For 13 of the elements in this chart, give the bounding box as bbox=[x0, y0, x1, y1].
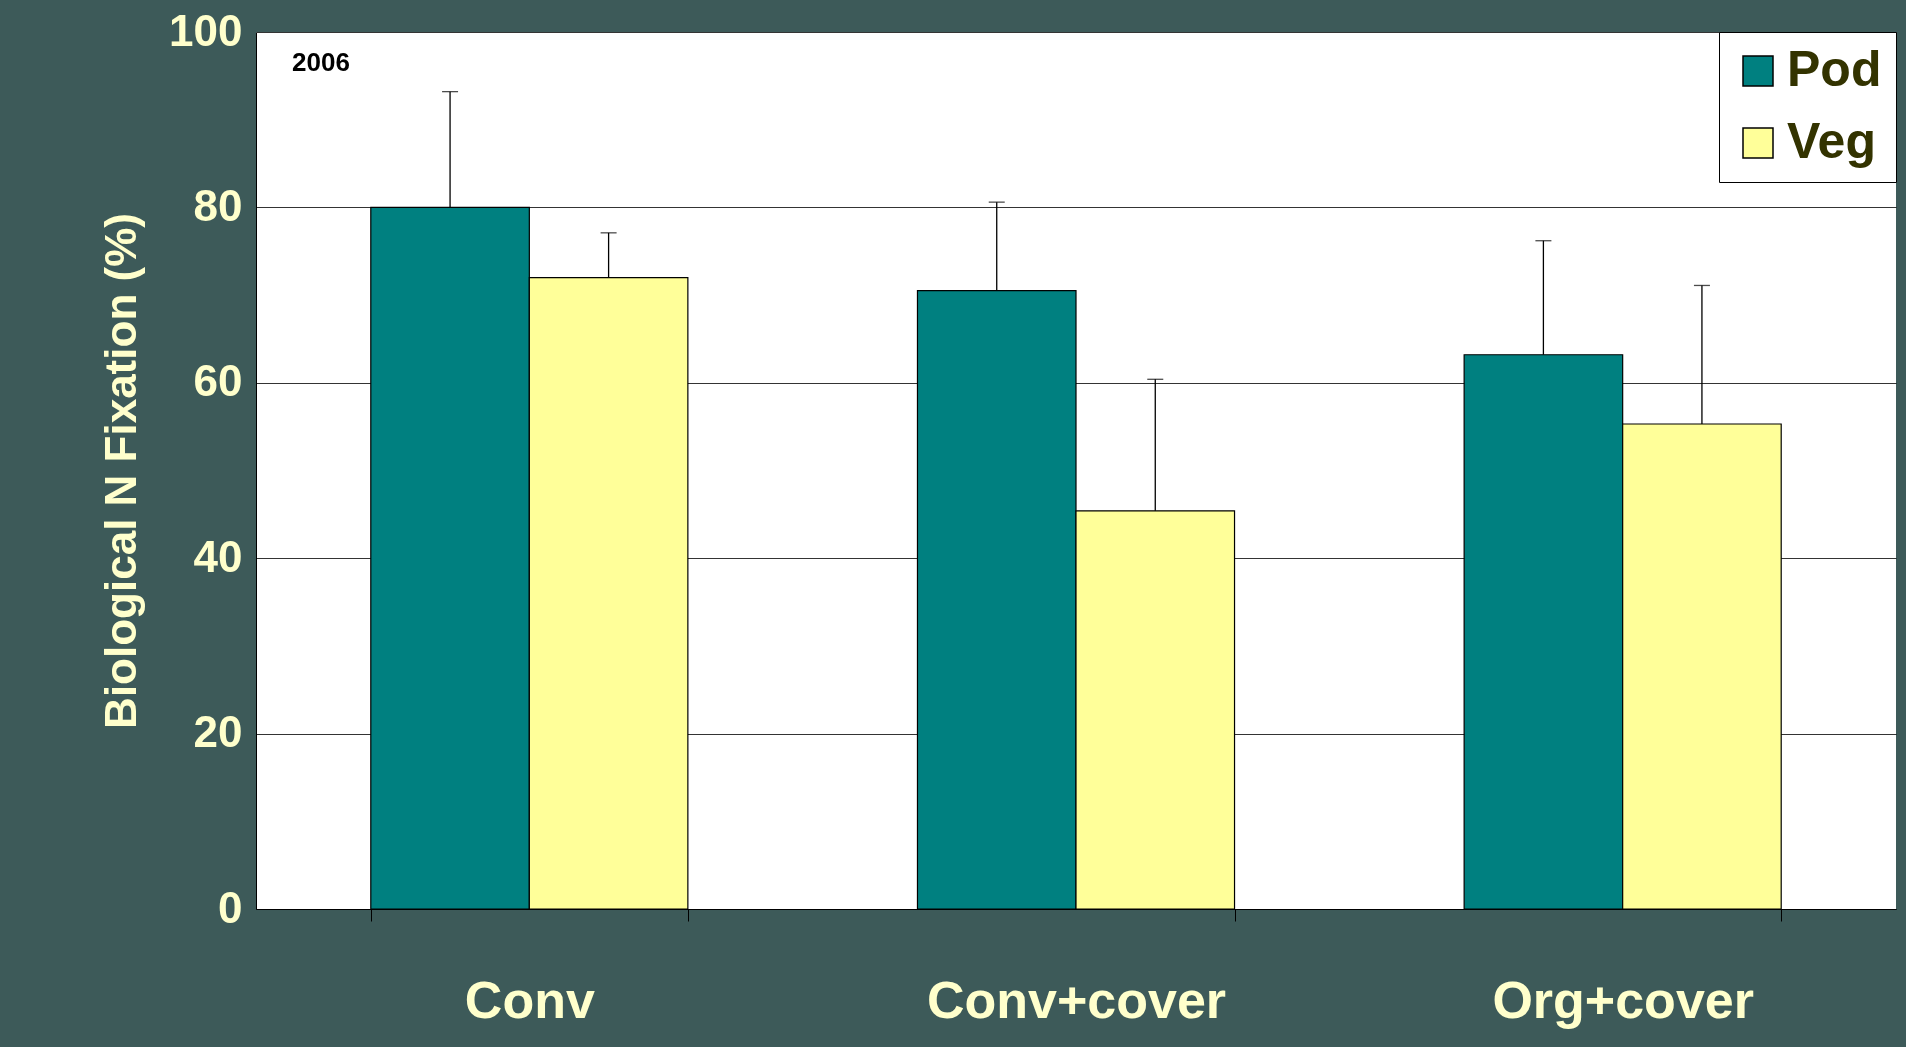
y-axis-title: Biological N Fixation (%) bbox=[96, 213, 146, 729]
annotation: 2006 bbox=[292, 47, 350, 77]
x-tick-label: Conv+cover bbox=[926, 970, 1227, 1029]
y-tick-label: 100 bbox=[169, 5, 243, 55]
x-tick-label: Conv bbox=[464, 970, 595, 1029]
y-tick-label: 20 bbox=[193, 707, 243, 757]
y-tick-label: 40 bbox=[193, 531, 243, 581]
legend-label: Veg bbox=[1787, 113, 1876, 169]
x-tick-label: Org+cover bbox=[1492, 970, 1754, 1029]
legend-label: Pod bbox=[1787, 41, 1882, 97]
y-tick-label: 80 bbox=[193, 180, 243, 230]
y-tick-label: 0 bbox=[218, 882, 243, 932]
y-tick-label: 60 bbox=[193, 356, 243, 406]
